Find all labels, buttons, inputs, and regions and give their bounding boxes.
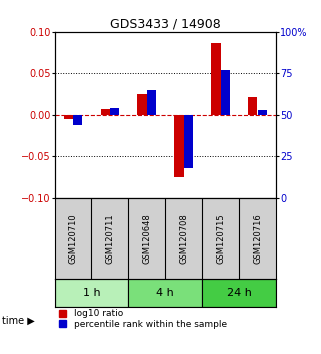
Text: GSM120710: GSM120710 xyxy=(68,213,78,264)
Bar xyxy=(64,115,73,119)
Text: time ▶: time ▶ xyxy=(2,315,34,325)
Text: 24 h: 24 h xyxy=(227,288,252,298)
Text: 1 h: 1 h xyxy=(83,288,100,298)
Bar xyxy=(100,109,110,115)
Text: GSM120716: GSM120716 xyxy=(253,213,262,264)
Text: GSM120708: GSM120708 xyxy=(179,213,188,264)
Text: GSM120715: GSM120715 xyxy=(216,213,225,264)
Text: 4 h: 4 h xyxy=(156,288,174,298)
Bar xyxy=(128,279,202,307)
Bar xyxy=(221,70,230,115)
Bar xyxy=(137,94,147,115)
Bar xyxy=(73,115,82,125)
Bar xyxy=(147,90,156,115)
Bar xyxy=(211,44,221,115)
Bar xyxy=(55,279,128,307)
Title: GDS3433 / 14908: GDS3433 / 14908 xyxy=(110,18,221,31)
Bar xyxy=(174,115,184,177)
Text: GSM120711: GSM120711 xyxy=(105,213,115,264)
Legend: log10 ratio, percentile rank within the sample: log10 ratio, percentile rank within the … xyxy=(59,309,227,329)
Bar xyxy=(110,108,119,115)
Bar xyxy=(184,115,193,168)
Text: GSM120648: GSM120648 xyxy=(142,213,152,264)
Bar xyxy=(248,97,257,115)
Bar xyxy=(258,110,267,115)
Bar xyxy=(202,279,276,307)
